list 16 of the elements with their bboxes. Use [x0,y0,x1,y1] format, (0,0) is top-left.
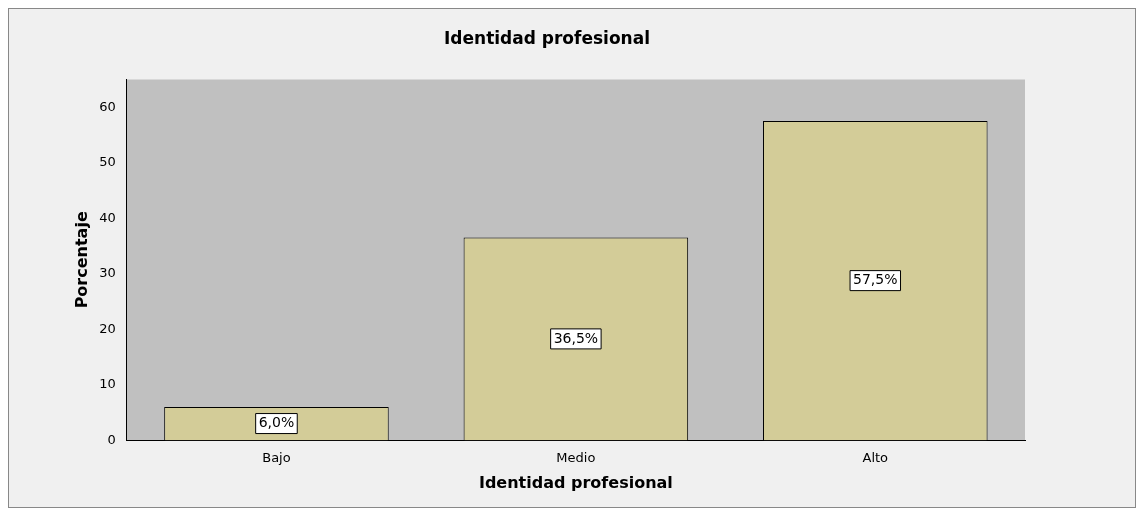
data-label: 36,5% [553,329,599,346]
data-label: 6,0% [258,414,295,431]
y-tick-label: 50 [99,154,116,170]
y-tick-label: 60 [99,98,116,114]
x-axis-title: Identidad profesional [478,472,673,492]
y-axis-title: Porcentaje [71,211,91,309]
y-tick-label: 0 [107,431,116,447]
y-tick-label: 20 [99,320,116,336]
chart-title: Identidad profesional [444,27,650,48]
data-label: 57,5% [853,271,898,288]
x-tick-label: Bajo [262,450,291,466]
x-tick-label: Medio [556,450,596,466]
x-tick-label: Alto [862,450,889,466]
y-tick-label: 30 [99,265,116,281]
y-tick-label: 40 [99,209,116,225]
y-tick-label: 10 [99,376,116,392]
